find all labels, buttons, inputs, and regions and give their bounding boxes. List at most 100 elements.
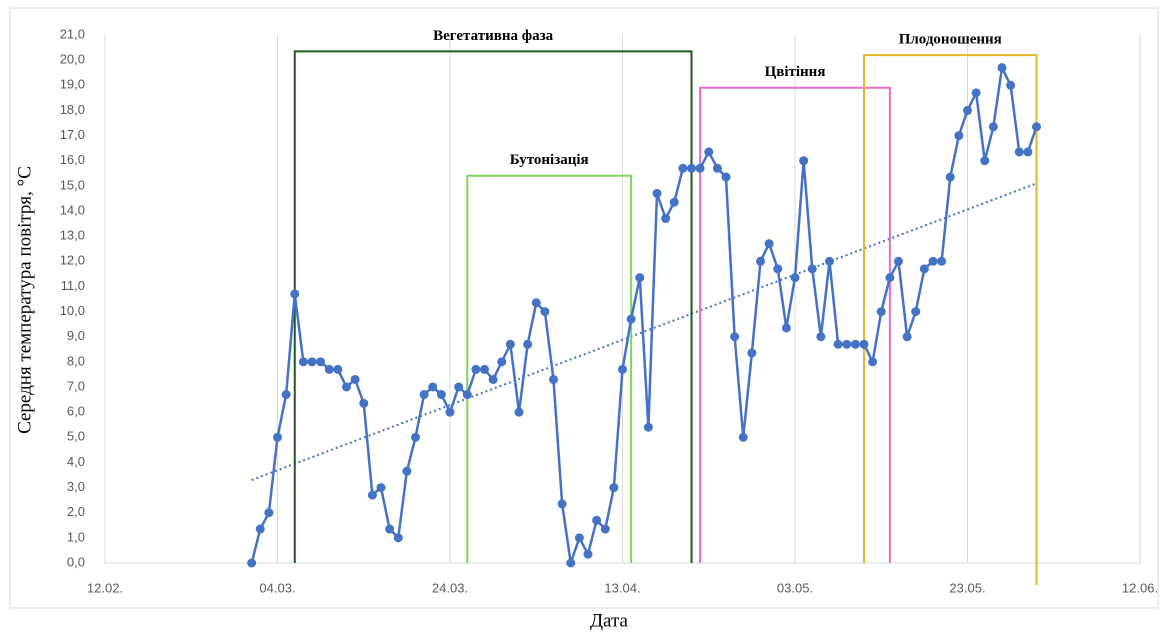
point: [1032, 122, 1041, 132]
y-tick-label: 19,0: [60, 77, 85, 92]
point: [462, 390, 472, 400]
point: [333, 364, 343, 374]
point: [488, 374, 498, 384]
point: [695, 163, 705, 173]
point: [350, 374, 360, 384]
x-tick-label: 13.04.: [604, 580, 640, 595]
point: [859, 339, 869, 349]
x-tick-label: 12.06.: [1122, 580, 1158, 595]
point: [523, 339, 533, 349]
phase-bracket: [466, 174, 633, 563]
y-tick-label: 12,0: [60, 253, 85, 268]
y-tick-label: 3,0: [67, 479, 85, 494]
point: [393, 533, 403, 543]
point: [419, 390, 429, 400]
point: [799, 156, 809, 166]
point: [480, 364, 489, 374]
y-tick-label: 4,0: [67, 454, 85, 469]
point: [376, 483, 386, 493]
x-tick-label: 04.03.: [259, 580, 295, 595]
y-tick-label: 9,0: [67, 328, 85, 343]
y-tick-label: 2,0: [67, 504, 85, 519]
point: [402, 466, 412, 476]
y-tick-label: 0,0: [67, 554, 85, 569]
point: [781, 323, 791, 333]
point: [911, 307, 921, 317]
point: [704, 147, 714, 157]
point: [902, 332, 912, 342]
point: [557, 499, 567, 509]
point: [876, 307, 886, 317]
point: [307, 357, 317, 367]
point: [635, 273, 645, 283]
point: [833, 339, 843, 349]
point: [342, 382, 351, 392]
y-tick-label: 20,0: [60, 52, 85, 67]
point: [549, 374, 558, 384]
point: [980, 156, 990, 166]
point: [574, 533, 584, 543]
point: [850, 339, 860, 349]
point: [514, 407, 524, 417]
point: [678, 163, 688, 173]
point: [730, 332, 740, 342]
point: [273, 432, 282, 442]
y-tick-label: 15,0: [60, 177, 85, 192]
point: [764, 239, 774, 249]
y-tick-label: 14,0: [60, 202, 85, 217]
y-tick-label: 18,0: [60, 102, 85, 117]
point: [988, 122, 998, 132]
chart-border: [9, 7, 1159, 609]
point: [471, 364, 481, 374]
point: [618, 364, 627, 374]
y-tick-label: 21,0: [60, 26, 85, 41]
phase-bracket: [699, 86, 891, 563]
series-line: [250, 63, 1038, 564]
y-tick-label: 11,0: [61, 278, 85, 293]
point: [652, 188, 662, 198]
point: [298, 357, 308, 367]
point: [945, 172, 955, 182]
point: [937, 256, 947, 266]
point: [609, 483, 619, 493]
phase-label: Бутонізація: [510, 152, 589, 168]
point: [324, 364, 334, 374]
point: [290, 289, 300, 299]
point: [661, 214, 671, 224]
phase-bracket: [863, 54, 1038, 585]
point: [712, 163, 722, 173]
point: [643, 422, 653, 432]
point: [894, 256, 903, 266]
point: [505, 339, 515, 349]
point: [963, 105, 972, 115]
point: [316, 357, 326, 367]
point: [583, 549, 593, 559]
x-tick-label: 23.05.: [949, 580, 985, 595]
y-tick-label: 17,0: [60, 127, 85, 142]
point: [885, 273, 895, 283]
point: [842, 339, 852, 349]
x-axis-label: Дата: [590, 610, 628, 631]
point: [669, 197, 679, 207]
y-tick-label: 10,0: [60, 303, 85, 318]
point: [247, 558, 257, 568]
x-tick-label: 03.05.: [777, 580, 813, 595]
point: [1014, 147, 1024, 157]
point: [954, 131, 964, 141]
y-tick-label: 13,0: [60, 228, 85, 243]
point: [807, 264, 817, 274]
point: [359, 398, 369, 408]
phase-label: Вегетативна фаза: [433, 28, 554, 44]
point: [436, 390, 446, 400]
y-tick-label: 5,0: [67, 429, 85, 444]
point: [540, 307, 550, 317]
point: [816, 332, 826, 342]
point: [626, 314, 636, 324]
y-axis-label: Середня температура повітря, °С: [14, 166, 35, 434]
point: [928, 256, 938, 266]
y-tick-label: 16,0: [60, 152, 85, 167]
point: [825, 256, 834, 266]
phase-label: Цвітіння: [765, 64, 826, 80]
point: [919, 264, 929, 274]
